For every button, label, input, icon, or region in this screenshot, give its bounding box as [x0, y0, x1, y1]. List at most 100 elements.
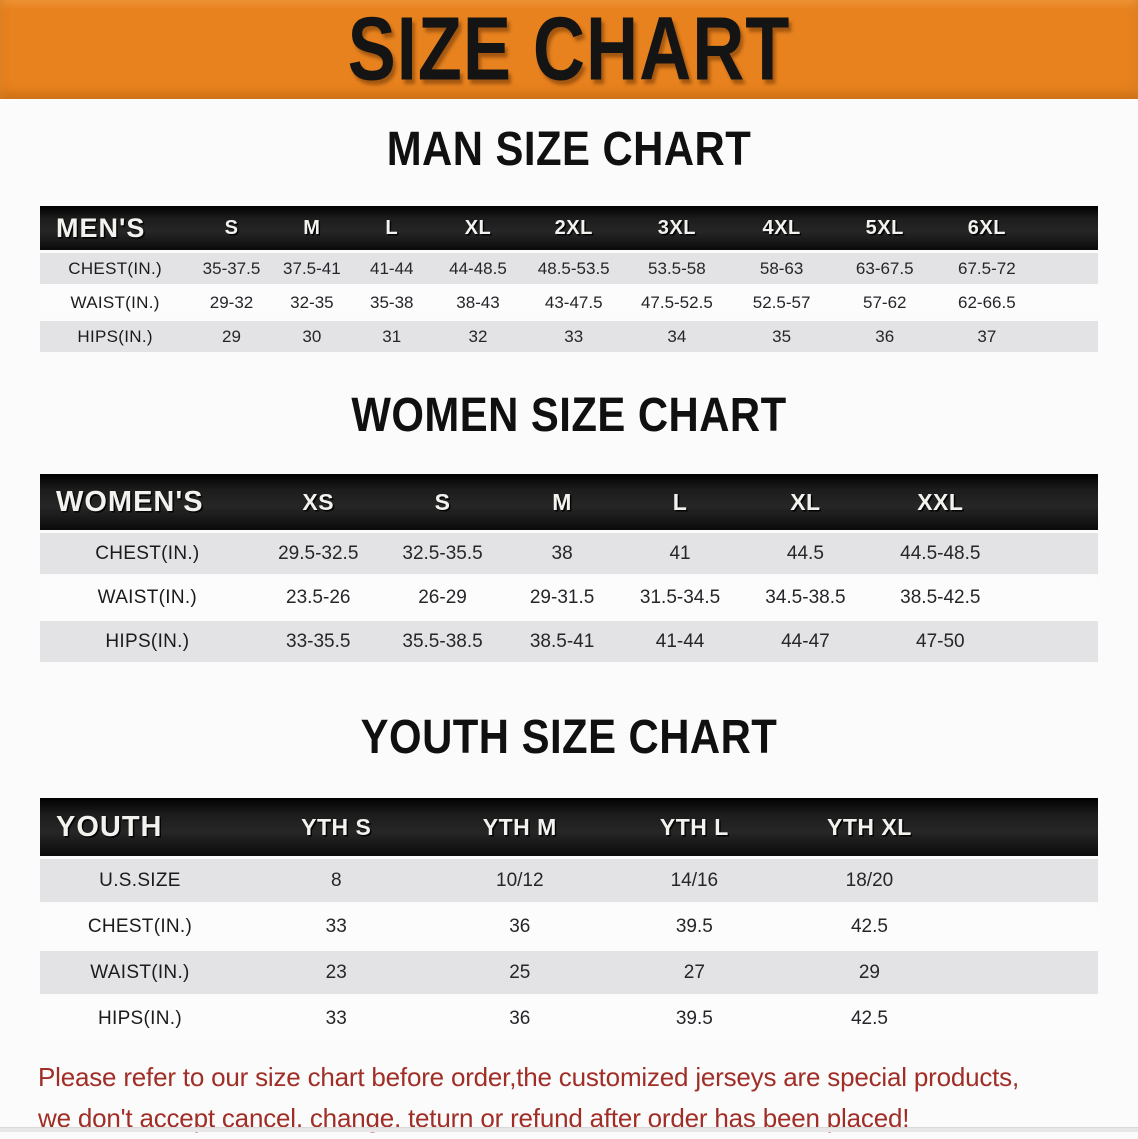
women-value-cell: 47-50 — [871, 621, 1010, 662]
women-value-cell: 44.5 — [739, 533, 872, 574]
men-value-cell: 41-44 — [351, 253, 433, 284]
men-value-cell: 37 — [936, 321, 1038, 352]
youth-row-waist-in: WAIST(IN.) 23 25 27 29 — [40, 951, 1098, 994]
youth-group-label: YOUTH — [40, 798, 240, 856]
men-measure-label: WAIST(IN.) — [40, 287, 191, 318]
women-row-spacer — [1009, 577, 1098, 618]
youth-value-cell: 27 — [607, 951, 782, 994]
youth-value-cell: 33 — [239, 997, 433, 1040]
men-measure-label: CHEST(IN.) — [40, 253, 191, 284]
youth-size-header-yth-l: YTH L — [607, 798, 782, 856]
youth-size-header-yth-xl: YTH XL — [781, 798, 958, 856]
youth-value-cell: 36 — [432, 905, 608, 948]
youth-value-cell: 14/16 — [607, 859, 782, 902]
youth-section: YOUTH SIZE CHART YOUTH YTH S YTH M YTH L YTH… — [0, 708, 1138, 1043]
men-value-cell: 32 — [432, 321, 524, 352]
women-value-cell: 33-35.5 — [254, 621, 382, 662]
women-value-cell: 35.5-38.5 — [381, 621, 504, 662]
youth-value-cell: 39.5 — [607, 997, 782, 1040]
women-size-header-xxl: XXL — [871, 474, 1010, 530]
youth-value-cell: 42.5 — [781, 997, 958, 1040]
men-size-header-3xl: 3XL — [623, 206, 730, 250]
women-measure-label: CHEST(IN.) — [40, 533, 255, 574]
women-size-header-xl: XL — [739, 474, 872, 530]
men-value-cell: 34 — [623, 321, 730, 352]
youth-value-cell: 33 — [239, 905, 433, 948]
men-value-cell: 32-35 — [272, 287, 352, 318]
youth-size-header-yth-m: YTH M — [432, 798, 608, 856]
men-value-cell: 38-43 — [432, 287, 524, 318]
women-section-heading: WOMEN SIZE CHART — [0, 389, 1138, 447]
men-size-header-m: M — [272, 206, 352, 250]
notice-line-1: Please refer to our size chart before or… — [38, 1062, 1020, 1092]
women-row-hips-in: HIPS(IN.) 33-35.5 35.5-38.5 38.5-41 41-44 44-… — [40, 621, 1098, 662]
women-value-cell: 29-31.5 — [503, 577, 621, 618]
men-section-heading: MAN SIZE CHART — [0, 123, 1138, 181]
men-value-cell: 62-66.5 — [936, 287, 1038, 318]
men-value-cell: 44-48.5 — [432, 253, 524, 284]
youth-value-cell: 42.5 — [781, 905, 958, 948]
women-size-header-xs: XS — [254, 474, 382, 530]
men-row-waist-in: WAIST(IN.) 29-32 32-35 35-38 38-43 43-47.5 47.… — [40, 287, 1098, 318]
women-value-cell: 34.5-38.5 — [739, 577, 872, 618]
women-value-cell: 41-44 — [620, 621, 740, 662]
men-value-cell: 33 — [523, 321, 624, 352]
men-row-spacer — [1037, 321, 1098, 352]
men-size-header-2xl: 2XL — [523, 206, 624, 250]
youth-row-hips-in: HIPS(IN.) 33 36 39.5 42.5 — [40, 997, 1098, 1040]
women-row-spacer — [1009, 533, 1098, 574]
youth-value-cell: 39.5 — [607, 905, 782, 948]
men-value-cell: 31 — [351, 321, 433, 352]
youth-row-u-s-size: U.S.SIZE 8 10/12 14/16 18/20 — [40, 859, 1098, 902]
men-measure-label: HIPS(IN.) — [40, 321, 191, 352]
youth-header-spacer — [957, 798, 1098, 856]
men-value-cell: 52.5-57 — [729, 287, 834, 318]
youth-value-cell: 10/12 — [432, 859, 608, 902]
men-header-row: MEN'S S M L XL 2XL 3XL 4XL 5XL 6XL — [40, 206, 1098, 250]
youth-value-cell: 36 — [432, 997, 608, 1040]
men-size-header-5xl: 5XL — [833, 206, 937, 250]
youth-row-chest-in: CHEST(IN.) 33 36 39.5 42.5 — [40, 905, 1098, 948]
youth-measure-label: HIPS(IN.) — [40, 997, 240, 1040]
youth-header-row: YOUTH YTH S YTH M YTH L YTH XL — [40, 798, 1098, 856]
youth-value-cell: 25 — [432, 951, 608, 994]
page-title: SIZE CHART — [336, 4, 802, 94]
men-value-cell: 58-63 — [729, 253, 834, 284]
banner: SIZE CHART — [0, 0, 1138, 99]
men-value-cell: 53.5-58 — [623, 253, 730, 284]
youth-row-spacer — [957, 859, 1098, 902]
youth-row-spacer — [957, 905, 1098, 948]
men-value-cell: 30 — [272, 321, 352, 352]
women-row-spacer — [1009, 621, 1098, 662]
page-title-text: SIZE CHART — [347, 0, 791, 100]
women-size-header-m: M — [503, 474, 621, 530]
women-header-spacer — [1009, 474, 1098, 530]
men-value-cell: 47.5-52.5 — [623, 287, 730, 318]
men-value-cell: 29-32 — [190, 287, 273, 318]
bottom-edge-strip — [0, 1127, 1138, 1132]
men-value-cell: 35 — [729, 321, 834, 352]
men-header-spacer — [1037, 206, 1098, 250]
youth-measure-label: U.S.SIZE — [40, 859, 240, 902]
men-value-cell: 29 — [190, 321, 273, 352]
women-value-cell: 38 — [503, 533, 621, 574]
women-value-cell: 41 — [620, 533, 740, 574]
youth-value-cell: 18/20 — [781, 859, 958, 902]
youth-measure-label: WAIST(IN.) — [40, 951, 240, 994]
women-value-cell: 26-29 — [381, 577, 504, 618]
men-row-chest-in: CHEST(IN.) 35-37.5 37.5-41 41-44 44-48.5 48.5… — [40, 253, 1098, 284]
women-group-label: WOMEN'S — [40, 474, 255, 530]
men-row-spacer — [1037, 253, 1098, 284]
men-value-cell: 48.5-53.5 — [523, 253, 624, 284]
women-value-cell: 32.5-35.5 — [381, 533, 504, 574]
youth-size-header-yth-s: YTH S — [239, 798, 433, 856]
youth-section-heading-text: YOUTH SIZE CHART — [360, 708, 778, 764]
women-value-cell: 44-47 — [739, 621, 872, 662]
women-header-row: WOMEN'S XS S M L XL XXL — [40, 474, 1098, 530]
men-group-label: MEN'S — [40, 206, 191, 250]
youth-row-spacer — [957, 951, 1098, 994]
men-value-cell: 67.5-72 — [936, 253, 1038, 284]
women-value-cell: 44.5-48.5 — [871, 533, 1010, 574]
youth-row-spacer — [957, 997, 1098, 1040]
